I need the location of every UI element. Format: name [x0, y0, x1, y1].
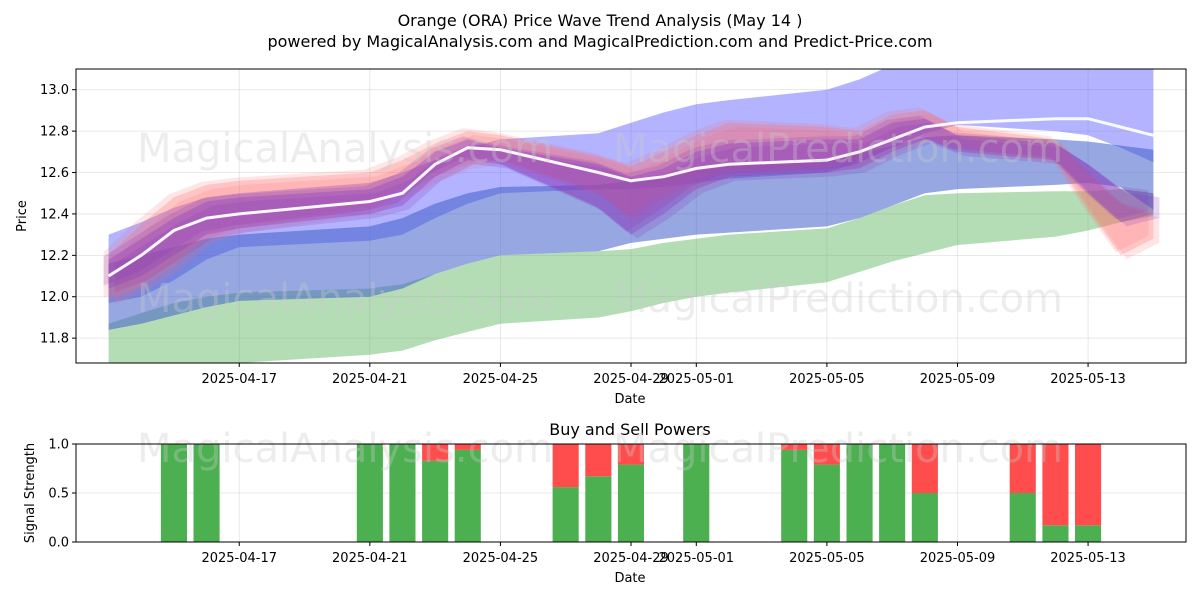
- power-xtick-label: 2025-04-21: [332, 551, 408, 566]
- price-ytick-label: 12.8: [40, 125, 69, 140]
- band-red: [114, 114, 1160, 305]
- band-purple: [108, 118, 1154, 289]
- price-xtick-label: 2025-05-05: [789, 372, 865, 387]
- price-xtick-label: 2025-05-01: [659, 372, 735, 387]
- buy-bar: [193, 444, 220, 542]
- price-bands: [103, 69, 1160, 363]
- sell-bar: [911, 444, 938, 493]
- price-ticks: 2025-04-17 2025-04-21 2025-04-25 2025-04-29…: [40, 83, 1126, 387]
- buy-bar: [389, 444, 416, 542]
- power-xtick-label: 2025-04-17: [201, 551, 277, 566]
- sell-bar: [1075, 444, 1102, 526]
- price-y-label: Price: [15, 200, 30, 232]
- price-ytick-label: 12.2: [40, 249, 69, 264]
- sell-bar: [617, 444, 644, 465]
- power-xtick-label: 2025-05-13: [1050, 551, 1126, 566]
- sell-bar: [454, 444, 481, 450]
- buy-bar: [422, 460, 449, 542]
- price-xtick-label: 2025-04-21: [332, 372, 408, 387]
- buy-bar: [160, 444, 187, 542]
- price-xtick-label: 2025-04-29: [593, 372, 669, 387]
- buy-bar: [356, 444, 383, 542]
- buy-bar: [552, 487, 579, 542]
- sell-bar: [781, 444, 808, 450]
- price-ytick-label: 12.0: [40, 290, 69, 305]
- power-bars: [160, 444, 1102, 542]
- power-xtick-label: 2025-05-05: [789, 551, 865, 566]
- band-red: [103, 107, 1149, 298]
- watermark-analysis-mid: MagicalAnalysis.com: [137, 276, 553, 322]
- sell-bar: [585, 444, 612, 477]
- watermark-prediction-mid: MagicalPrediction.com: [613, 276, 1063, 322]
- power-axes: Buy and Sell Powers MagicalAnalysis.com …: [23, 420, 1187, 586]
- band-green: [108, 189, 1154, 363]
- price-xtick-label: 2025-05-13: [1050, 372, 1126, 387]
- buy-bar: [879, 444, 906, 542]
- price-x-label: Date: [614, 392, 645, 407]
- buy-bar: [813, 464, 840, 542]
- price-xtick-label: 2025-04-25: [463, 372, 539, 387]
- buy-bar: [1009, 493, 1036, 542]
- price-ytick-label: 13.0: [40, 83, 69, 98]
- power-ytick-label: 0.0: [48, 536, 69, 551]
- power-xtick-label: 2025-05-01: [659, 551, 735, 566]
- band-red: [108, 110, 1154, 301]
- buy-bar: [683, 444, 710, 542]
- band-blue-dark: [108, 135, 1154, 330]
- buy-bar: [911, 493, 938, 542]
- buy-bar: [1075, 525, 1102, 542]
- price-watermark: MagicalAnalysis.com MagicalPrediction.co…: [137, 126, 1063, 322]
- watermark-analysis-top: MagicalAnalysis.com: [137, 126, 553, 172]
- sell-bar: [422, 444, 449, 461]
- power-y-label: Signal Strength: [23, 443, 38, 543]
- sell-bar: [1042, 444, 1069, 526]
- main-subtitle: powered by MagicalAnalysis.com and Magic…: [267, 32, 932, 51]
- buy-bar: [846, 444, 873, 542]
- sell-bar: [813, 444, 840, 465]
- price-axes: MagicalAnalysis.com MagicalPrediction.co…: [15, 68, 1187, 407]
- sell-bar: [552, 444, 579, 488]
- watermark-analysis-bottom: MagicalAnalysis.com: [137, 426, 553, 472]
- power-ticks: 2025-04-17 2025-04-21 2025-04-25 2025-04-29…: [48, 438, 1126, 567]
- sell-bar: [1009, 444, 1036, 493]
- price-ytick-label: 11.8: [40, 332, 69, 347]
- buy-bar: [617, 464, 644, 542]
- power-xtick-label: 2025-04-29: [593, 551, 669, 566]
- power-xtick-label: 2025-05-09: [920, 551, 996, 566]
- main-title: Orange (ORA) Price Wave Trend Analysis (…: [398, 11, 803, 30]
- power-xtick-label: 2025-04-25: [463, 551, 539, 566]
- price-ytick-label: 12.4: [40, 207, 69, 222]
- band-purple: [114, 122, 1160, 293]
- price-xtick-label: 2025-05-09: [920, 372, 996, 387]
- buy-bar: [1042, 525, 1069, 542]
- buy-bar: [454, 449, 481, 542]
- price-xtick-label: 2025-04-17: [201, 372, 277, 387]
- power-ytick-label: 1.0: [48, 438, 69, 453]
- price-ytick-label: 12.6: [40, 166, 69, 181]
- power-x-label: Date: [614, 571, 645, 586]
- power-ytick-label: 0.5: [48, 487, 69, 502]
- buy-bar: [585, 476, 612, 542]
- price-line: [107, 117, 1154, 278]
- watermark-prediction-bottom: MagicalPrediction.com: [613, 426, 1063, 472]
- power-title: Buy and Sell Powers: [549, 420, 711, 439]
- band-purple: [103, 115, 1149, 286]
- power-watermark: MagicalAnalysis.com MagicalPrediction.co…: [137, 426, 1063, 472]
- buy-bar: [781, 449, 808, 542]
- watermark-prediction-top: MagicalPrediction.com: [613, 126, 1063, 172]
